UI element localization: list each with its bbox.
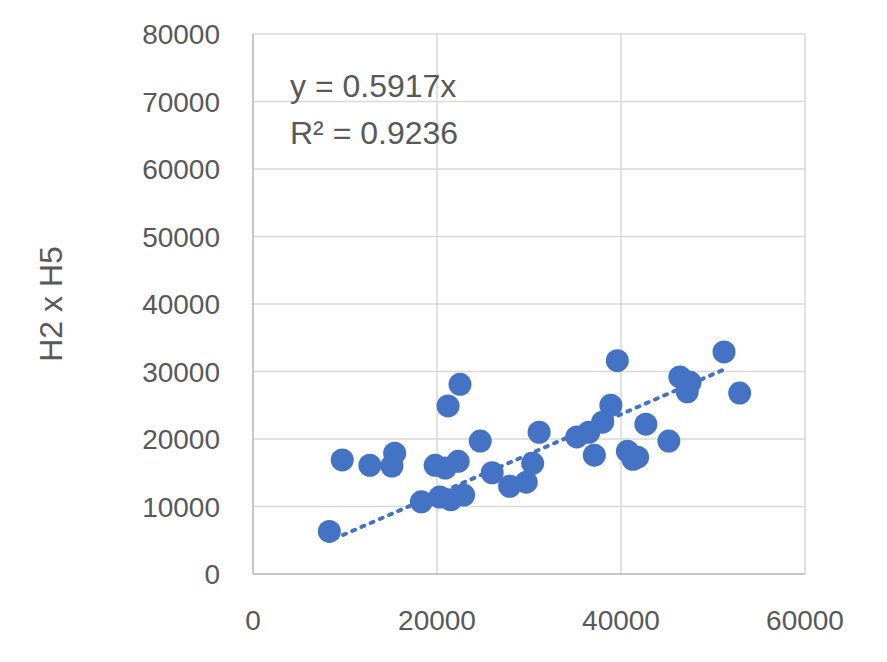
- grid: [253, 34, 805, 574]
- x-tick-label: 20000: [398, 605, 476, 636]
- y-tick-label: 20000: [142, 424, 220, 455]
- scatter-point: [606, 349, 629, 372]
- y-tick-label: 30000: [142, 357, 220, 388]
- annotation: y = 0.5917x: [290, 68, 456, 104]
- y-tick-label: 0: [204, 559, 220, 590]
- trend-line: [334, 369, 724, 538]
- scatter-point: [358, 454, 381, 477]
- y-tick-label: 10000: [142, 492, 220, 523]
- x-tick-label: 40000: [582, 605, 660, 636]
- scatter-point: [447, 450, 470, 473]
- scatter-point: [383, 442, 406, 465]
- scatter-point: [410, 490, 433, 513]
- x-tick-label: 0: [245, 605, 261, 636]
- scatter-point: [583, 444, 606, 467]
- y-grid-line: [253, 168, 805, 170]
- scatter-point: [528, 421, 551, 444]
- y-axis-label: H2 x H5: [33, 246, 69, 362]
- scatter-point: [331, 448, 354, 471]
- y-grid-line: [253, 303, 805, 305]
- scatter-point: [634, 413, 657, 436]
- x-tick-label: 60000: [766, 605, 844, 636]
- x-grid-line: [252, 34, 254, 574]
- y-tick-label: 60000: [142, 154, 220, 185]
- scatter-point: [469, 430, 492, 453]
- scatter-point: [449, 373, 472, 396]
- scatter-point: [679, 371, 702, 394]
- x-grid-line: [804, 34, 806, 574]
- scatter-point: [713, 340, 736, 363]
- y-tick-label: 80000: [142, 19, 220, 50]
- y-grid-line: [253, 438, 805, 440]
- y-tick-label: 50000: [142, 222, 220, 253]
- y-grid-line: [253, 573, 805, 575]
- x-grid-line: [620, 34, 622, 574]
- y-axis-line: [252, 34, 254, 574]
- plot-area: [318, 340, 751, 543]
- x-axis-line: [253, 573, 805, 575]
- y-grid-line: [253, 33, 805, 35]
- y-tick-label: 70000: [142, 87, 220, 118]
- annotation: R² = 0.9236: [290, 115, 458, 151]
- y-tick-label: 40000: [142, 289, 220, 320]
- scatter-point: [626, 446, 649, 469]
- scatter-point: [657, 430, 680, 453]
- chart: 0 10000 20000 30000 40000 50000 60000 70000 8000…: [0, 0, 887, 662]
- scatter-point: [437, 394, 460, 417]
- y-grid-line: [253, 506, 805, 508]
- scatter-point: [728, 382, 751, 405]
- y-grid-line: [253, 236, 805, 238]
